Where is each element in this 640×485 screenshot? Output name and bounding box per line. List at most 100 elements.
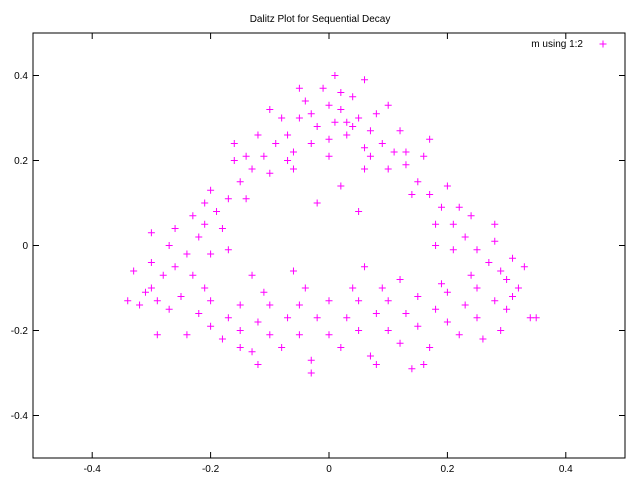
scatter-point (248, 348, 256, 356)
scatter-point (331, 118, 339, 126)
legend-marker (599, 40, 607, 48)
scatter-point (461, 233, 469, 241)
scatter-point (443, 182, 451, 190)
scatter-point (361, 76, 369, 84)
scatter-point (503, 305, 511, 313)
scatter-point (491, 297, 499, 305)
scatter-point (473, 284, 481, 292)
scatter-point (307, 110, 315, 118)
scatter-point (325, 101, 333, 109)
scatter-point (331, 72, 339, 79)
scatter-point (467, 212, 475, 220)
scatter-point (337, 344, 345, 351)
scatter-point (426, 344, 434, 351)
y-tick-label: -0.4 (11, 411, 29, 422)
scatter-point (325, 152, 333, 160)
scatter-point (372, 361, 380, 368)
scatter-point (165, 305, 173, 313)
scatter-point (272, 140, 280, 147)
x-tick-label: 0.4 (559, 464, 573, 475)
scatter-point (136, 301, 144, 309)
scatter-point (437, 280, 445, 288)
x-tick-label: 0 (326, 464, 332, 475)
scatter-point (361, 165, 369, 173)
scatter-point (266, 106, 274, 113)
scatter-point (284, 131, 292, 139)
scatter-point (307, 369, 315, 377)
scatter-point (343, 314, 351, 322)
scatter-point (337, 106, 345, 113)
scatter-point (509, 293, 517, 300)
scatter-point (355, 208, 363, 215)
scatter-point (254, 318, 262, 326)
scatter-point (343, 131, 351, 139)
scatter-point (343, 118, 351, 126)
scatter-point (366, 152, 374, 160)
scatter-point (307, 140, 315, 147)
scatter-point (420, 361, 428, 368)
scatter-point (361, 144, 369, 152)
scatter-point (514, 284, 522, 292)
scatter-points (124, 72, 540, 377)
scatter-point (295, 114, 303, 122)
scatter-point (201, 284, 209, 292)
legend-marker-symbol (599, 40, 607, 48)
scatter-point (325, 297, 333, 305)
scatter-point (230, 140, 238, 147)
scatter-point (224, 314, 232, 322)
scatter-point (437, 203, 445, 211)
scatter-point (183, 250, 191, 258)
scatter-point (426, 191, 434, 198)
scatter-point (266, 331, 274, 339)
scatter-point (455, 331, 463, 339)
scatter-point (147, 229, 155, 237)
scatter-point (432, 305, 440, 313)
scatter-point (408, 191, 416, 198)
axis-ticks: -0.4 -0.2 0 0.2 0.4 -0.4 -0.2 0 0.2 0.4 (11, 33, 625, 475)
scatter-point (254, 131, 262, 139)
scatter-point (384, 165, 392, 173)
scatter-point (213, 208, 221, 215)
scatter-point (325, 331, 333, 339)
scatter-point (313, 199, 321, 207)
scatter-point (396, 276, 404, 283)
scatter-point (260, 288, 268, 296)
scatter-point (159, 271, 167, 279)
scatter-point (455, 203, 463, 211)
scatter-point (443, 288, 451, 296)
scatter-point (473, 314, 481, 322)
scatter-point (449, 220, 457, 228)
scatter-point (207, 322, 215, 330)
scatter-point (473, 246, 481, 254)
scatter-point (491, 237, 499, 245)
scatter-point (301, 97, 309, 105)
scatter-point (236, 301, 244, 309)
y-tick-label: 0 (22, 241, 28, 252)
scatter-point (201, 220, 209, 228)
scatter-point (242, 195, 250, 203)
scatter-point (414, 178, 422, 186)
legend-label: m using 1:2 (531, 39, 583, 50)
scatter-point (242, 152, 250, 160)
scatter-point (384, 327, 392, 334)
scatter-point (449, 246, 457, 254)
scatter-point (503, 276, 511, 283)
x-tick-label: -0.2 (202, 464, 220, 475)
scatter-point (426, 135, 434, 143)
scatter-point (284, 314, 292, 322)
scatter-point (289, 148, 297, 156)
y-tick-label: 0.2 (14, 156, 28, 167)
scatter-point (355, 327, 363, 334)
scatter-point (526, 314, 534, 322)
scatter-point (402, 148, 410, 156)
scatter-point (260, 152, 268, 160)
scatter-point (349, 93, 357, 101)
scatter-point (236, 327, 244, 334)
scatter-point (295, 301, 303, 309)
scatter-point (183, 331, 191, 339)
scatter-point (366, 352, 374, 360)
scatter-point (414, 322, 422, 330)
scatter-point (520, 263, 528, 271)
scatter-point (319, 84, 327, 92)
